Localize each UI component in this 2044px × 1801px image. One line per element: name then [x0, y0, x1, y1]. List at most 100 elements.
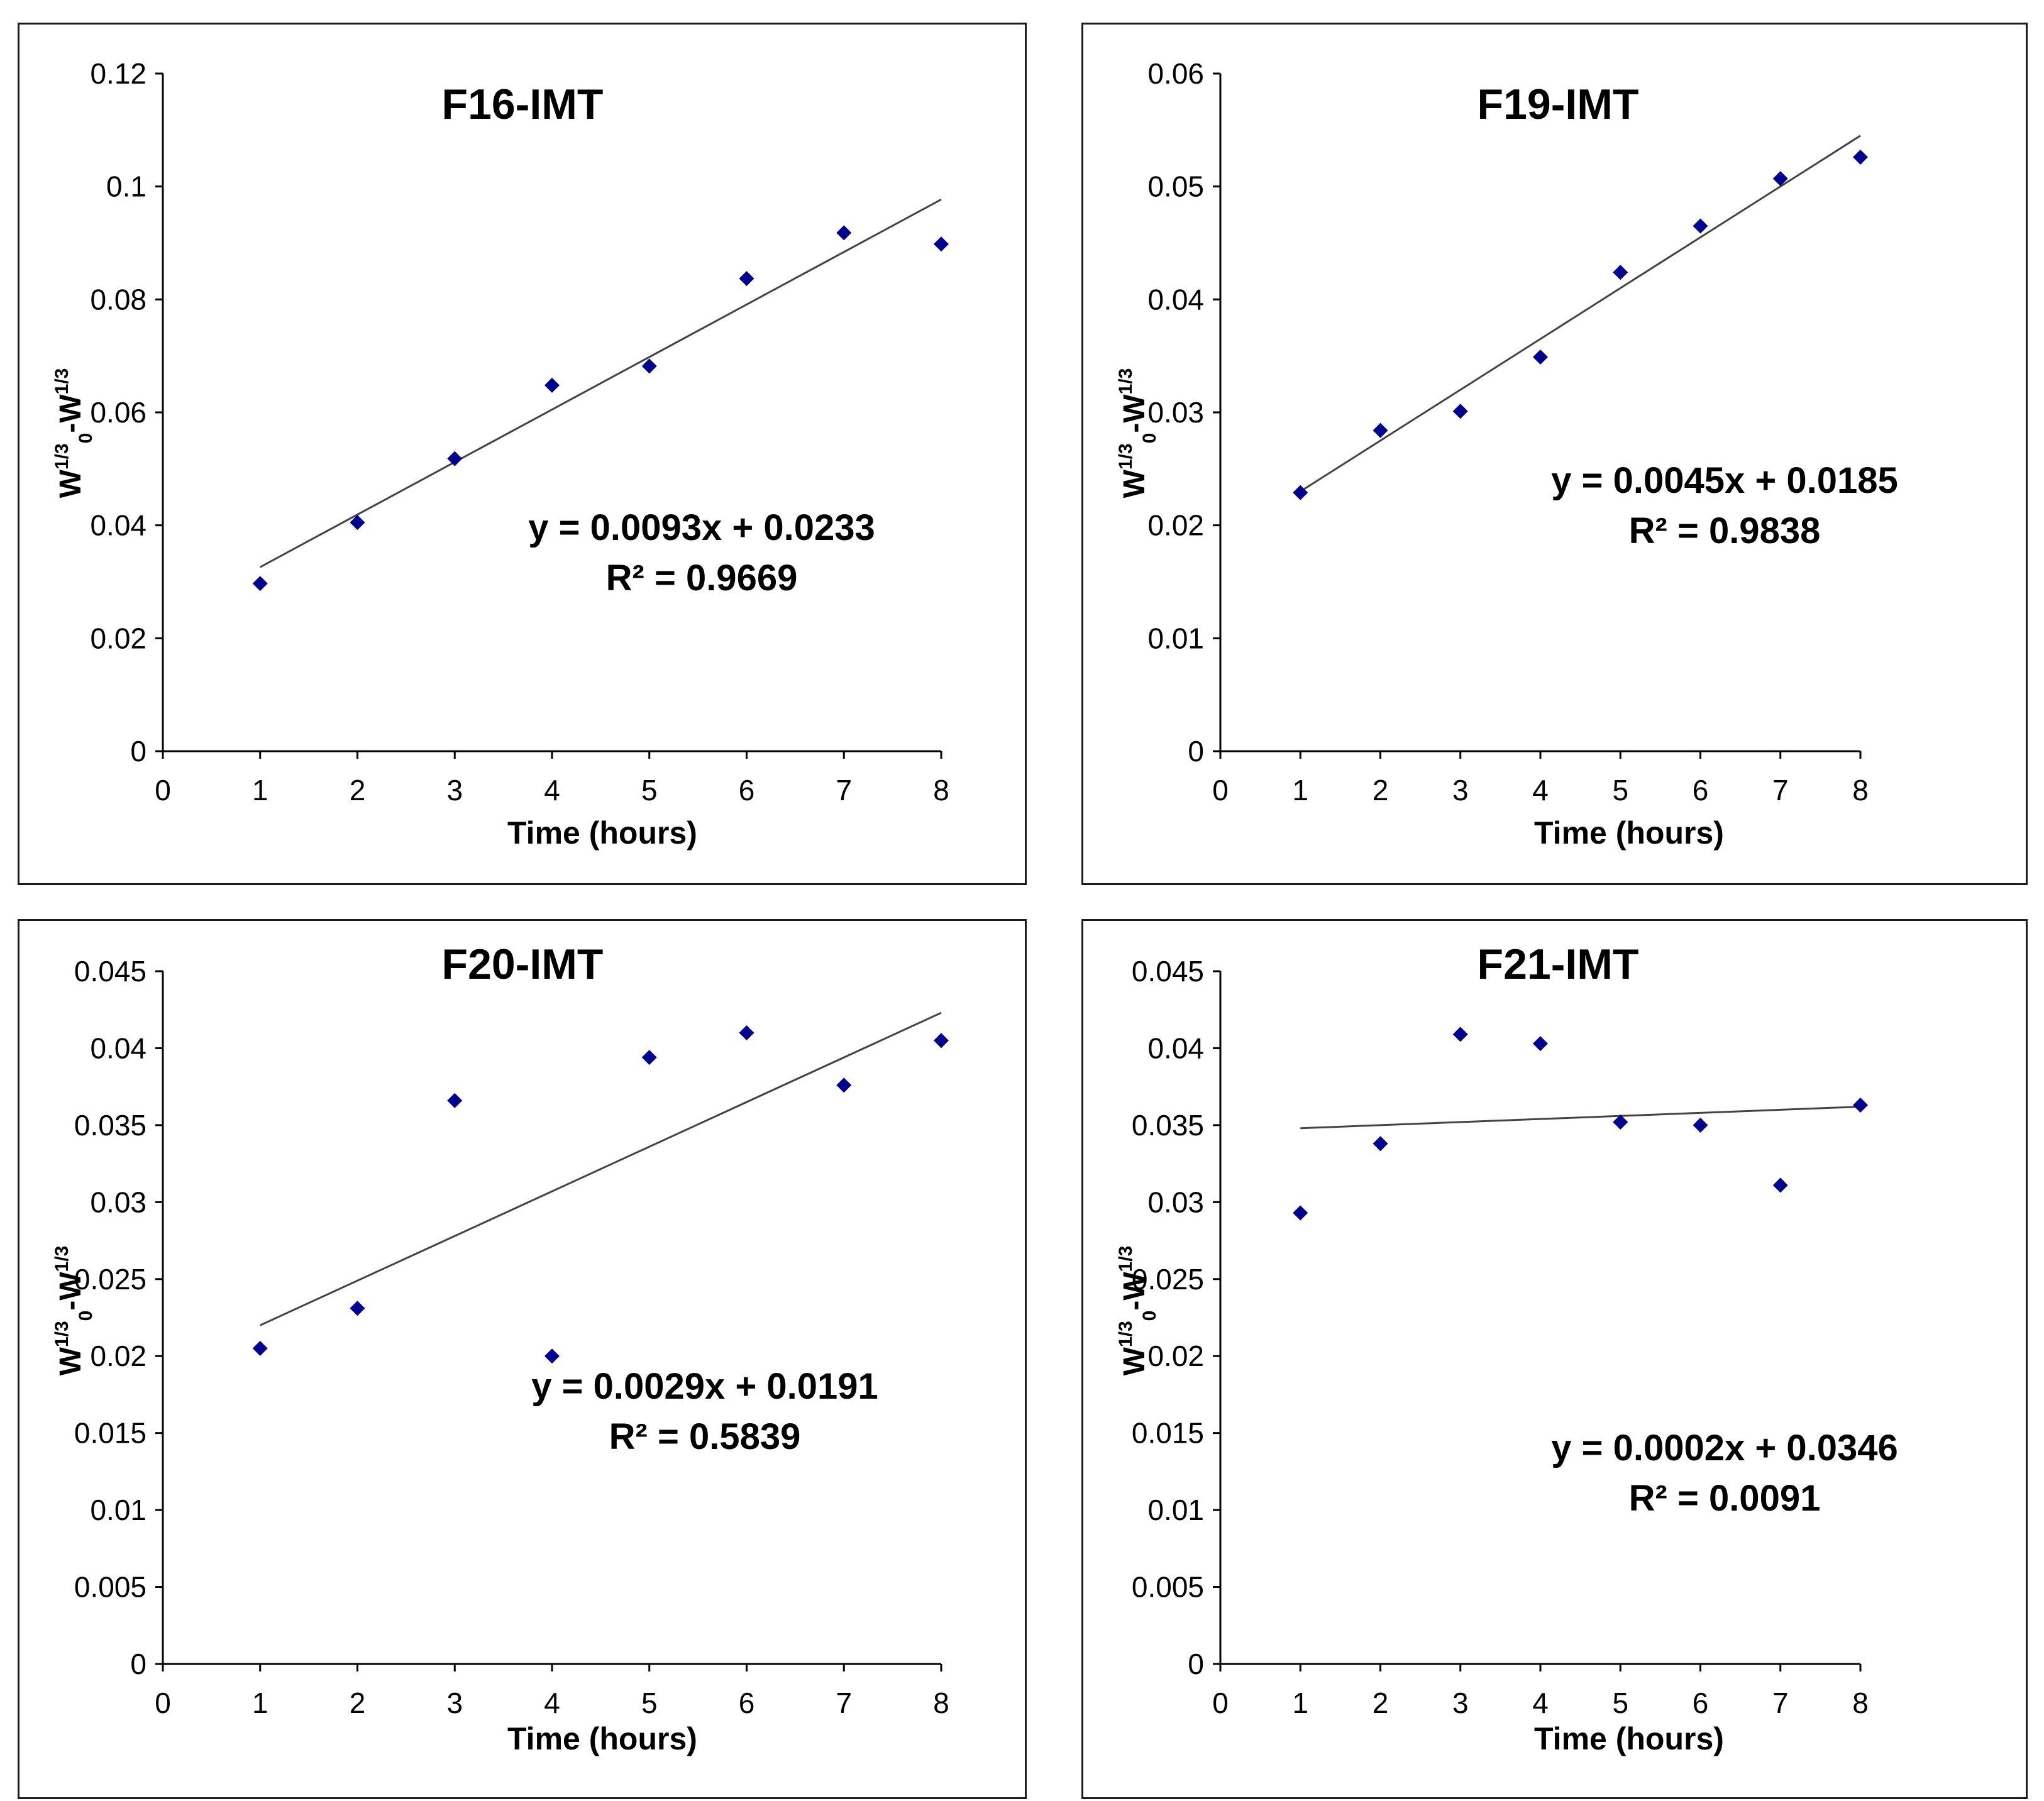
chart-title: F16-IMT: [442, 80, 604, 128]
data-point: [934, 236, 949, 252]
x-tick-label: 5: [641, 1687, 658, 1719]
y-tick-label: 0.005: [74, 1571, 146, 1604]
data-point: [544, 1348, 560, 1364]
chart-title: F21-IMT: [1478, 940, 1639, 988]
x-tick-label: 8: [1852, 774, 1869, 807]
y-tick-label: 0.03: [90, 1186, 146, 1218]
chart-panel-f20: F20-IMT Time (hours) W1/30-W1/3 y = 0.00…: [18, 919, 1027, 1799]
y-tick-label: 0: [1188, 735, 1204, 768]
y-tick-label: 0.035: [74, 1109, 146, 1142]
data-point: [1853, 1098, 1868, 1113]
trendline-equation: y = 0.0002x + 0.0346: [1551, 1428, 1898, 1468]
data-point: [252, 1340, 268, 1356]
x-tick-label: 1: [252, 1687, 268, 1719]
data-point: [447, 1093, 463, 1108]
data-point: [1533, 349, 1548, 365]
x-tick-label: 3: [1452, 1687, 1469, 1719]
x-tick-label: 7: [1772, 1687, 1789, 1719]
x-tick-label: 1: [1292, 774, 1308, 807]
trendline-equation: y = 0.0093x + 0.0233: [528, 507, 875, 548]
y-tick-label: 0.03: [1147, 396, 1204, 429]
y-tick-label: 0: [130, 735, 146, 768]
data-point: [836, 225, 852, 241]
y-tick-label: 0.02: [90, 622, 146, 654]
data-point: [1373, 422, 1388, 438]
x-tick-label: 8: [933, 1687, 949, 1719]
y-tick-label: 0.01: [1147, 1494, 1204, 1526]
chart-panel-f16: F16-IMT Time (hours) W1/30-W1/3 y = 0.00…: [18, 23, 1027, 885]
x-tick-label: 5: [1612, 774, 1628, 807]
chart-f21-svg: F21-IMT Time (hours) W1/30-W1/3 y = 0.00…: [1115, 940, 1898, 1756]
chart-f16-svg: F16-IMT Time (hours) W1/30-W1/3 y = 0.00…: [52, 57, 949, 851]
r-squared-label: R² = 0.0091: [1629, 1478, 1821, 1519]
y-tick-label: 0.06: [1147, 57, 1204, 90]
y-tick-label: 0.025: [74, 1263, 146, 1296]
data-point: [350, 515, 365, 531]
y-tick-label: 0.04: [90, 509, 146, 542]
y-tick-label: 0.1: [106, 170, 146, 203]
x-tick-label: 1: [252, 774, 268, 807]
r-squared-label: R² = 0.9838: [1629, 510, 1821, 551]
chart-title: F20-IMT: [442, 940, 604, 988]
x-tick-label: 4: [1532, 1687, 1549, 1719]
data-point: [1293, 1205, 1308, 1221]
data-point: [1613, 265, 1628, 280]
y-tick-label: 0.05: [1147, 170, 1204, 203]
data-point: [739, 271, 754, 287]
x-axis-title: Time (hours): [507, 1721, 697, 1756]
data-point: [1452, 1027, 1468, 1042]
y-tick-label: 0.02: [90, 1340, 146, 1372]
x-tick-label: 8: [1852, 1687, 1869, 1719]
trendline-equation: y = 0.0029x + 0.0191: [531, 1366, 878, 1407]
data-point: [447, 451, 463, 466]
x-tick-label: 7: [1772, 774, 1789, 807]
chart-f20-svg: F20-IMT Time (hours) W1/30-W1/3 y = 0.00…: [52, 940, 949, 1756]
chart-title: F19-IMT: [1478, 80, 1639, 128]
y-tick-label: 0.045: [74, 955, 146, 988]
data-point: [1373, 1136, 1388, 1152]
x-tick-label: 2: [1373, 1687, 1389, 1719]
data-point: [1452, 404, 1468, 419]
x-axis-title: Time (hours): [507, 815, 697, 851]
x-axis-title: Time (hours): [1534, 815, 1724, 851]
y-tick-label: 0.03: [1147, 1186, 1204, 1218]
y-tick-label: 0.005: [1132, 1571, 1204, 1604]
x-tick-label: 6: [1693, 1687, 1709, 1719]
data-point: [641, 1050, 657, 1066]
y-tick-label: 0.015: [74, 1417, 146, 1450]
data-point: [1533, 1036, 1548, 1052]
r-squared-label: R² = 0.5839: [609, 1416, 801, 1457]
trendline: [260, 1011, 942, 1326]
data-point: [1772, 171, 1788, 187]
x-tick-label: 0: [155, 1687, 171, 1719]
y-tick-label: 0.04: [90, 1032, 146, 1064]
data-point: [1693, 218, 1708, 234]
chart-panel-f19: F19-IMT Time (hours) W1/30-W1/3 y = 0.00…: [1081, 23, 2028, 885]
x-tick-label: 0: [1212, 1687, 1229, 1719]
x-tick-label: 0: [155, 774, 171, 807]
y-tick-label: 0: [1188, 1648, 1204, 1680]
chart-f19-svg: F19-IMT Time (hours) W1/30-W1/3 y = 0.00…: [1115, 57, 1898, 851]
y-tick-label: 0.045: [1132, 955, 1204, 988]
trendline-equation: y = 0.0045x + 0.0185: [1551, 460, 1898, 501]
data-point: [934, 1033, 949, 1049]
r-squared-label: R² = 0.9669: [606, 558, 798, 598]
x-tick-label: 7: [836, 1687, 852, 1719]
x-axis-title: Time (hours): [1534, 1721, 1724, 1756]
x-tick-label: 7: [836, 774, 852, 807]
y-tick-label: 0.025: [1132, 1263, 1204, 1296]
x-tick-label: 5: [641, 774, 658, 807]
y-tick-label: 0.02: [1147, 509, 1204, 542]
data-point: [544, 377, 560, 393]
y-axis-title: W1/30-W1/3: [1115, 368, 1160, 498]
x-tick-label: 2: [1373, 774, 1389, 807]
x-tick-label: 2: [350, 1687, 366, 1719]
x-tick-label: 4: [1532, 774, 1549, 807]
y-tick-label: 0: [130, 1648, 146, 1680]
x-tick-label: 6: [1693, 774, 1709, 807]
data-point: [641, 358, 657, 374]
x-tick-label: 3: [1452, 774, 1469, 807]
data-point: [1853, 149, 1868, 165]
y-tick-label: 0.04: [1147, 283, 1204, 316]
y-tick-label: 0.08: [90, 283, 146, 316]
